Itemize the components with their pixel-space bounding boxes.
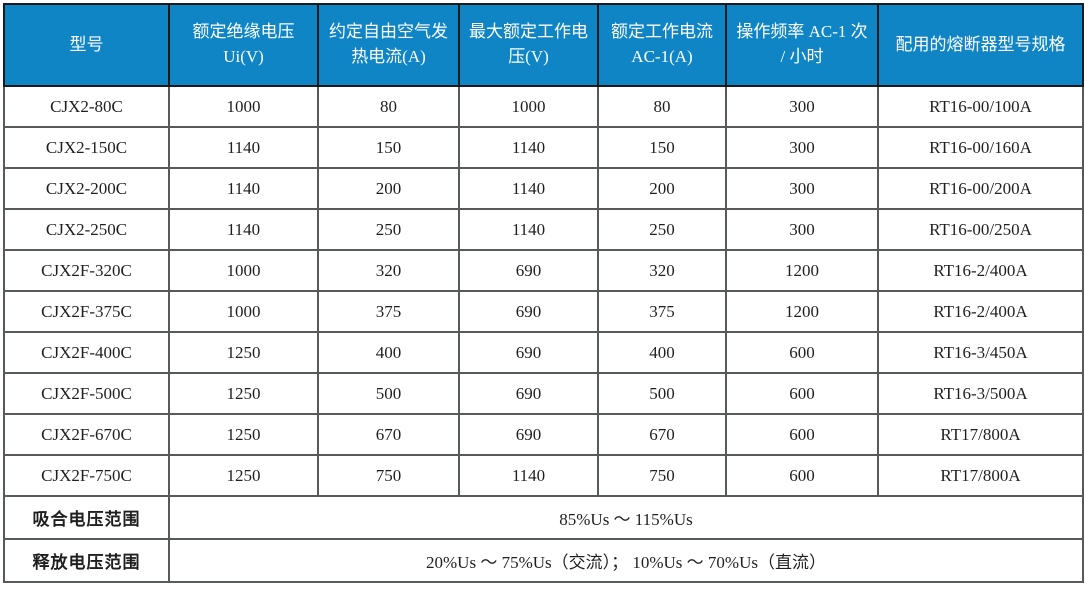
table-cell: RT16-3/500A <box>877 372 1084 415</box>
model-cell: CJX2-150C <box>3 126 170 169</box>
table-cell: 300 <box>725 126 879 169</box>
pickup-voltage-row: 吸合电压范围 85%Us ～ 115%Us <box>3 495 1084 540</box>
contactor-spec-table: 型号 额定绝缘电压 Ui(V) 约定自由空气发热电流(A) 最大额定工作电压(V… <box>3 3 1084 583</box>
table-cell: 1250 <box>168 454 319 497</box>
table-cell: 150 <box>317 126 460 169</box>
model-cell: CJX2F-750C <box>3 454 170 497</box>
table-cell: 375 <box>597 290 727 333</box>
table-cell: RT16-2/400A <box>877 249 1084 292</box>
table-row: CJX2-250C 1140 250 1140 250 300 RT16-00/… <box>3 208 1084 251</box>
column-header-thermal-current: 约定自由空气发热电流(A) <box>317 3 460 87</box>
table-row: CJX2F-750C 1250 750 1140 750 600 RT17/80… <box>3 454 1084 497</box>
table-row: CJX2-200C 1140 200 1140 200 300 RT16-00/… <box>3 167 1084 210</box>
model-cell: CJX2F-500C <box>3 372 170 415</box>
table-row: CJX2F-400C 1250 400 690 400 600 RT16-3/4… <box>3 331 1084 374</box>
release-voltage-label: 释放电压范围 <box>3 538 170 583</box>
table-cell: 1000 <box>168 85 319 128</box>
release-voltage-row: 释放电压范围 20%Us ～ 75%Us（交流）； 10%Us ～ 70%Us（… <box>3 538 1084 583</box>
table-cell: 1250 <box>168 372 319 415</box>
table-cell: 690 <box>458 413 599 456</box>
column-header-working-current: 额定工作电流 AC-1(A) <box>597 3 727 87</box>
table-cell: RT16-00/200A <box>877 167 1084 210</box>
table-cell: 690 <box>458 249 599 292</box>
table-cell: 200 <box>317 167 460 210</box>
table-cell: 1140 <box>458 126 599 169</box>
column-header-operation-frequency: 操作频率 AC-1 次 / 小时 <box>725 3 879 87</box>
table-cell: 690 <box>458 290 599 333</box>
table-row: CJX2-80C 1000 80 1000 80 300 RT16-00/100… <box>3 85 1084 128</box>
pickup-voltage-value: 85%Us ～ 115%Us <box>168 495 1084 540</box>
table-cell: RT16-2/400A <box>877 290 1084 333</box>
column-header-model: 型号 <box>3 3 170 87</box>
header-row: 型号 额定绝缘电压 Ui(V) 约定自由空气发热电流(A) 最大额定工作电压(V… <box>3 3 1084 87</box>
model-cell: CJX2F-400C <box>3 331 170 374</box>
table-cell: 300 <box>725 167 879 210</box>
table-header: 型号 额定绝缘电压 Ui(V) 约定自由空气发热电流(A) 最大额定工作电压(V… <box>3 3 1084 87</box>
table-cell: 1000 <box>168 290 319 333</box>
table-cell: RT16-3/450A <box>877 331 1084 374</box>
table-cell: 320 <box>597 249 727 292</box>
table-cell: 600 <box>725 372 879 415</box>
table-cell: RT16-00/160A <box>877 126 1084 169</box>
table-row: CJX2F-500C 1250 500 690 500 600 RT16-3/5… <box>3 372 1084 415</box>
model-cell: CJX2-80C <box>3 85 170 128</box>
table-cell: 1250 <box>168 331 319 374</box>
model-cell: CJX2-200C <box>3 167 170 210</box>
table-cell: 300 <box>725 85 879 128</box>
table-cell: 690 <box>458 372 599 415</box>
table-cell: 400 <box>597 331 727 374</box>
table-cell: RT17/800A <box>877 413 1084 456</box>
table-row: CJX2F-670C 1250 670 690 670 600 RT17/800… <box>3 413 1084 456</box>
table-cell: 250 <box>317 208 460 251</box>
column-header-insulation-voltage: 额定绝缘电压 Ui(V) <box>168 3 319 87</box>
table-row: CJX2-150C 1140 150 1140 150 300 RT16-00/… <box>3 126 1084 169</box>
table-cell: 750 <box>317 454 460 497</box>
table-cell: 670 <box>597 413 727 456</box>
table-cell: 670 <box>317 413 460 456</box>
spec-table-container: 型号 额定绝缘电压 Ui(V) 约定自由空气发热电流(A) 最大额定工作电压(V… <box>3 3 1084 583</box>
model-cell: CJX2-250C <box>3 208 170 251</box>
table-cell: 600 <box>725 331 879 374</box>
table-cell: 1140 <box>168 126 319 169</box>
table-cell: 1140 <box>458 208 599 251</box>
table-cell: 1000 <box>458 85 599 128</box>
table-cell: 400 <box>317 331 460 374</box>
table-cell: 1250 <box>168 413 319 456</box>
table-cell: 1140 <box>168 167 319 210</box>
table-cell: 600 <box>725 413 879 456</box>
table-cell: 1140 <box>458 454 599 497</box>
release-voltage-value: 20%Us ～ 75%Us（交流）； 10%Us ～ 70%Us（直流） <box>168 538 1084 583</box>
table-cell: 600 <box>725 454 879 497</box>
table-cell: 1200 <box>725 249 879 292</box>
table-cell: 150 <box>597 126 727 169</box>
table-cell: 1140 <box>168 208 319 251</box>
model-cell: CJX2F-375C <box>3 290 170 333</box>
table-cell: 375 <box>317 290 460 333</box>
table-cell: RT17/800A <box>877 454 1084 497</box>
table-cell: 200 <box>597 167 727 210</box>
table-body: CJX2-80C 1000 80 1000 80 300 RT16-00/100… <box>3 85 1084 583</box>
table-cell: 250 <box>597 208 727 251</box>
table-cell: RT16-00/250A <box>877 208 1084 251</box>
table-cell: RT16-00/100A <box>877 85 1084 128</box>
table-cell: 500 <box>317 372 460 415</box>
table-cell: 1200 <box>725 290 879 333</box>
column-header-max-working-voltage: 最大额定工作电压(V) <box>458 3 599 87</box>
table-cell: 750 <box>597 454 727 497</box>
pickup-voltage-label: 吸合电压范围 <box>3 495 170 540</box>
table-cell: 80 <box>317 85 460 128</box>
model-cell: CJX2F-670C <box>3 413 170 456</box>
table-cell: 1140 <box>458 167 599 210</box>
table-cell: 300 <box>725 208 879 251</box>
table-cell: 80 <box>597 85 727 128</box>
table-row: CJX2F-375C 1000 375 690 375 1200 RT16-2/… <box>3 290 1084 333</box>
column-header-fuse-spec: 配用的熔断器型号规格 <box>877 3 1084 87</box>
model-cell: CJX2F-320C <box>3 249 170 292</box>
table-cell: 690 <box>458 331 599 374</box>
table-row: CJX2F-320C 1000 320 690 320 1200 RT16-2/… <box>3 249 1084 292</box>
table-cell: 1000 <box>168 249 319 292</box>
table-cell: 320 <box>317 249 460 292</box>
table-cell: 500 <box>597 372 727 415</box>
